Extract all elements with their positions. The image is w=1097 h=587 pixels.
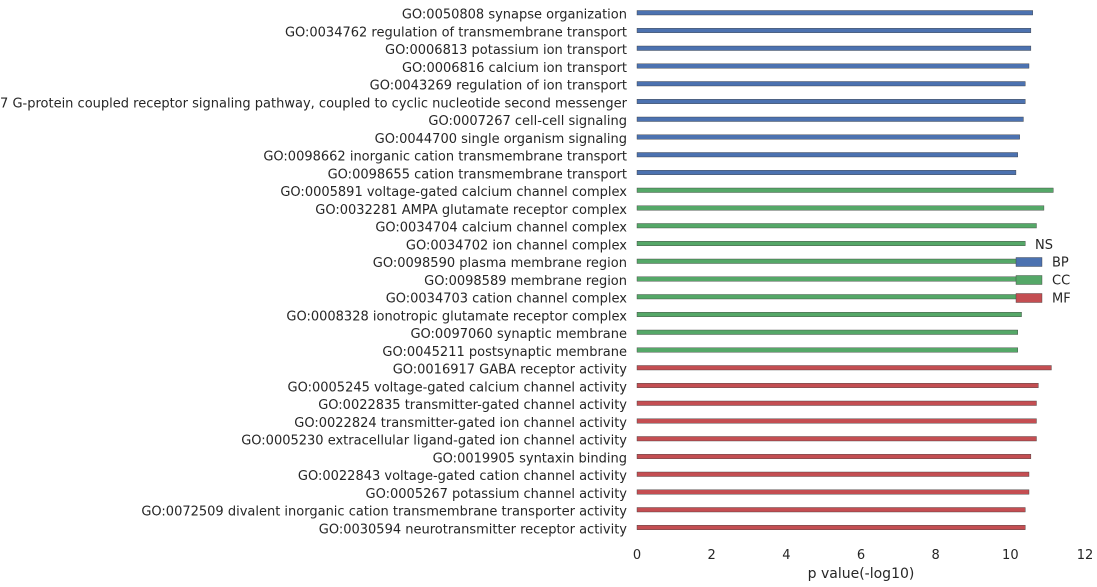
bar bbox=[636, 258, 1022, 264]
category-label: GO:0034762 regulation of transmembrane t… bbox=[285, 25, 627, 40]
bar bbox=[636, 223, 1037, 229]
category-label: GO:0019905 syntaxin binding bbox=[433, 451, 627, 466]
category-label: GO:0030594 neurotransmitter receptor act… bbox=[319, 522, 628, 537]
x-tick-label: 2 bbox=[708, 548, 716, 563]
category-label: GO:0005245 voltage-gated calcium channel… bbox=[288, 380, 628, 395]
legend-swatch bbox=[1015, 275, 1043, 285]
bar bbox=[636, 63, 1030, 69]
x-tick-label: 8 bbox=[932, 548, 940, 563]
legend: NS BP CC MF bbox=[1015, 238, 1071, 307]
x-tick-label: 10 bbox=[1002, 548, 1019, 563]
bar bbox=[636, 276, 1022, 282]
bar bbox=[636, 241, 1026, 246]
bar bbox=[636, 152, 1018, 158]
bar bbox=[636, 81, 1026, 87]
category-labels: GO:0050808 synapse organization GO:003476… bbox=[0, 8, 628, 538]
category-label: GO:0034703 cation channel complex bbox=[386, 292, 628, 307]
bar bbox=[636, 507, 1026, 513]
category-label: GO:0022843 voltage-gated cation channel … bbox=[298, 469, 627, 484]
category-label: GO:0005230 extracellular ligand-gated io… bbox=[241, 434, 627, 449]
category-label: GO:0098662 inorganic cation transmembran… bbox=[263, 150, 627, 165]
bar bbox=[636, 329, 1018, 335]
category-label: GO:0007187 G-protein coupled receptor si… bbox=[0, 96, 628, 111]
category-label: GO:0005267 potassium channel activity bbox=[366, 487, 628, 502]
category-label: GO:0050808 synapse organization bbox=[402, 8, 627, 23]
bar bbox=[636, 99, 1026, 104]
legend-swatch bbox=[1015, 257, 1043, 267]
category-label: GO:0034704 calcium channel complex bbox=[375, 221, 627, 236]
bar bbox=[636, 383, 1039, 388]
bar bbox=[636, 10, 1033, 16]
bar bbox=[636, 205, 1045, 211]
x-tick-label: 6 bbox=[857, 548, 865, 563]
bar bbox=[636, 170, 1017, 175]
bar bbox=[636, 45, 1032, 51]
x-tick-label: 12 bbox=[1077, 548, 1094, 563]
bar bbox=[636, 116, 1024, 122]
bar bbox=[636, 28, 1032, 33]
category-label: GO:0098655 cation transmembrane transpor… bbox=[328, 167, 627, 182]
category-label: GO:0045211 postsynaptic membrane bbox=[382, 345, 627, 360]
bar bbox=[636, 400, 1037, 406]
category-label: GO:0005891 voltage-gated calcium channel… bbox=[280, 185, 627, 200]
bar bbox=[636, 454, 1032, 459]
bar bbox=[636, 365, 1052, 371]
category-label: GO:0006813 potassium ion transport bbox=[385, 43, 627, 58]
category-label: GO:0097060 synaptic membrane bbox=[410, 327, 627, 342]
category-label: GO:0006816 calcium ion transport bbox=[402, 61, 627, 76]
legend-label: MF bbox=[1052, 292, 1071, 307]
legend-label: BP bbox=[1052, 256, 1069, 271]
category-label: GO:0072509 divalent inorganic cation tra… bbox=[141, 505, 627, 520]
bar bbox=[636, 471, 1030, 477]
category-label: GO:0008328 ionotropic glutamate receptor… bbox=[286, 309, 627, 324]
bar bbox=[636, 294, 1022, 300]
legend-label: CC bbox=[1052, 274, 1070, 289]
bar bbox=[636, 525, 1026, 530]
category-label: GO:0034702 ion channel complex bbox=[406, 238, 627, 253]
category-label: GO:0032281 AMPA glutamate receptor compl… bbox=[315, 203, 627, 218]
x-axis-title: p value(-log10) bbox=[808, 566, 915, 582]
category-label: GO:0022824 transmitter-gated ion channel… bbox=[294, 416, 627, 431]
bar bbox=[636, 134, 1020, 140]
category-label: GO:0098590 plasma membrane region bbox=[373, 256, 627, 271]
legend-swatch bbox=[1015, 293, 1043, 303]
legend-title: NS bbox=[1035, 238, 1053, 253]
x-tick-label: 4 bbox=[782, 548, 790, 563]
x-tick-label: 0 bbox=[633, 548, 641, 563]
bar bbox=[636, 347, 1018, 353]
x-axis-ticks: 0 2 4 6 8 10 12 bbox=[633, 548, 1093, 563]
category-label: GO:0044700 single organism signaling bbox=[375, 132, 627, 147]
bar bbox=[636, 187, 1054, 193]
category-label: GO:0007267 cell-cell signaling bbox=[428, 114, 627, 129]
category-label: GO:0016917 GABA receptor activity bbox=[393, 363, 628, 378]
bar bbox=[636, 436, 1037, 442]
category-label: GO:0098589 membrane region bbox=[424, 274, 627, 289]
bar bbox=[636, 312, 1022, 317]
category-label: GO:0022835 transmitter-gated channel act… bbox=[318, 398, 627, 413]
category-label: GO:0043269 regulation of ion transport bbox=[370, 79, 627, 94]
bars bbox=[636, 10, 1054, 530]
bar bbox=[636, 418, 1037, 424]
bar bbox=[636, 489, 1030, 495]
